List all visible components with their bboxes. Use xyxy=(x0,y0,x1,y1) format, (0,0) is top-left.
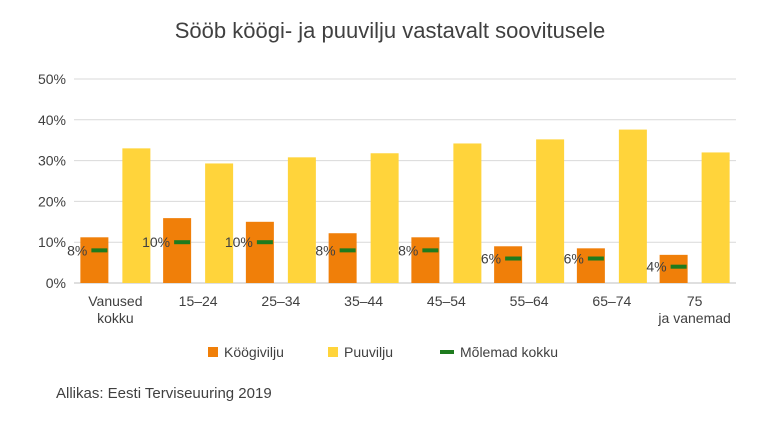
y-tick-label: 40% xyxy=(38,112,66,128)
bars xyxy=(80,129,730,283)
y-tick-label: 0% xyxy=(46,275,66,291)
x-tick-label: 25–34 xyxy=(261,293,300,309)
data-label: 6% xyxy=(481,251,501,267)
bar-koogivilju xyxy=(163,218,192,283)
x-tick-label: Vanused kokku xyxy=(88,293,142,326)
legend-swatch-koogivilju xyxy=(208,347,218,357)
marker-molemad-kokku xyxy=(339,248,356,253)
bar-koogivilju xyxy=(494,246,523,283)
x-tick-label: 45–54 xyxy=(427,293,466,309)
bar-puuvilju xyxy=(453,143,482,283)
marker-molemad-kokku xyxy=(256,240,273,245)
marker-molemad-kokku xyxy=(505,256,522,261)
y-tick-label: 20% xyxy=(38,193,66,209)
data-label: 8% xyxy=(398,242,418,258)
marker-molemad-kokku xyxy=(174,240,191,245)
chart-title: Sööb köögi- ja puuvilju vastavalt soovit… xyxy=(175,18,605,43)
legend: Köögivilju Puuvilju Mõlemad kokku xyxy=(208,344,558,360)
bar-koogivilju xyxy=(80,237,109,283)
bar-koogivilju xyxy=(245,221,274,283)
bar-puuvilju xyxy=(122,148,151,283)
y-axis-ticks: 0% 10% 20% 30% 40% 50% xyxy=(38,71,66,291)
legend-label: Puuvilju xyxy=(344,344,393,360)
bar-koogivilju xyxy=(659,254,688,283)
y-tick-label: 10% xyxy=(38,234,66,250)
marker-molemad-kokku xyxy=(670,264,687,269)
x-tick-label: 15–24 xyxy=(179,293,218,309)
bar-koogivilju xyxy=(411,237,440,283)
x-tick-label: 65–74 xyxy=(592,293,631,309)
bar-puuvilju xyxy=(618,129,647,283)
data-label: 8% xyxy=(67,242,87,258)
data-label: 8% xyxy=(315,242,335,258)
x-tick-label: 55–64 xyxy=(510,293,549,309)
bar-puuvilju xyxy=(701,152,730,283)
y-tick-label: 50% xyxy=(38,71,66,87)
bar-koogivilju xyxy=(576,248,605,283)
x-axis-ticks: Vanused kokku 15–24 25–34 35–44 45–54 55–64 65–… xyxy=(88,293,731,326)
marker-molemad-kokku xyxy=(422,248,439,253)
data-label: 6% xyxy=(564,251,584,267)
legend-label: Köögivilju xyxy=(224,344,284,360)
markers: 8% 10% 10% 8% 8% 6% 6% 4% xyxy=(67,234,687,275)
x-tick-label: 75 ja vanemad xyxy=(657,293,730,326)
source-note: Allikas: Eesti Terviseuuring 2019 xyxy=(56,385,272,402)
bar-puuvilju xyxy=(370,153,399,283)
data-label: 4% xyxy=(646,259,666,275)
bar-puuvilju xyxy=(536,139,565,283)
data-label: 10% xyxy=(225,234,253,250)
legend-label: Mõlemad kokku xyxy=(460,344,558,360)
legend-swatch-molemad-kokku xyxy=(440,350,454,354)
marker-molemad-kokku xyxy=(587,256,604,261)
legend-swatch-puuvilju xyxy=(328,347,338,357)
x-tick-label: 35–44 xyxy=(344,293,383,309)
bar-puuvilju xyxy=(205,163,234,283)
y-tick-label: 30% xyxy=(38,153,66,169)
bar-puuvilju xyxy=(287,157,316,283)
marker-molemad-kokku xyxy=(91,248,108,253)
data-label: 10% xyxy=(142,234,170,250)
bar-koogivilju xyxy=(328,233,357,283)
